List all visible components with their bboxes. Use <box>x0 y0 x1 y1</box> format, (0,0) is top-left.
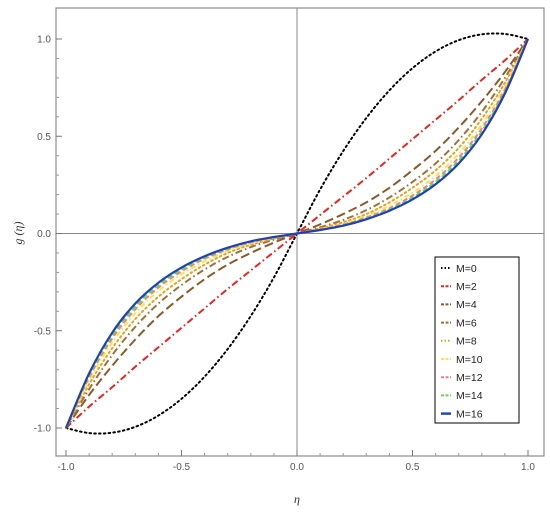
plot-frame <box>55 7 545 457</box>
y-tick-label: -1.0 <box>34 424 52 435</box>
x-tick-label: 0.5 <box>406 462 420 473</box>
series-line-m-10 <box>65 38 529 429</box>
y-tick-label: -0.5 <box>34 326 52 337</box>
y-axis-title: g (η) <box>11 222 25 245</box>
tick-labels: -1.0 -0.5 0.0 0.5 1.0 -1.0 -0.5 0.0 0.5 1.0 <box>34 35 536 474</box>
x-axis-title: η <box>294 492 300 506</box>
y-tick-label: 1.0 <box>37 35 51 46</box>
legend-label: M=4 <box>456 299 477 311</box>
series-layer <box>64 32 530 435</box>
x-tick-label: -0.5 <box>173 462 191 473</box>
legend-label: M=16 <box>456 408 483 420</box>
legend-label: M=12 <box>456 372 483 384</box>
legend-label: M=2 <box>456 281 477 293</box>
x-tick-label: 1.0 <box>521 462 535 473</box>
x-tick-label: -1.0 <box>57 462 75 473</box>
legend-label: M=8 <box>456 336 477 348</box>
legend: M=0 M=2 M=4 M=6 M=8 M=10 M=12 M=14 M=16 <box>434 256 520 424</box>
x-tick-label: 0.0 <box>290 462 304 473</box>
series-line-m-16 <box>64 38 530 429</box>
legend-label: M=6 <box>456 317 477 329</box>
legend-label: M=10 <box>456 354 483 366</box>
legend-label: M=0 <box>456 263 477 275</box>
legend-label: M=14 <box>456 390 483 402</box>
y-tick-label: 0.0 <box>37 229 51 240</box>
tick-marks <box>56 38 529 456</box>
y-tick-label: 0.5 <box>37 132 51 143</box>
